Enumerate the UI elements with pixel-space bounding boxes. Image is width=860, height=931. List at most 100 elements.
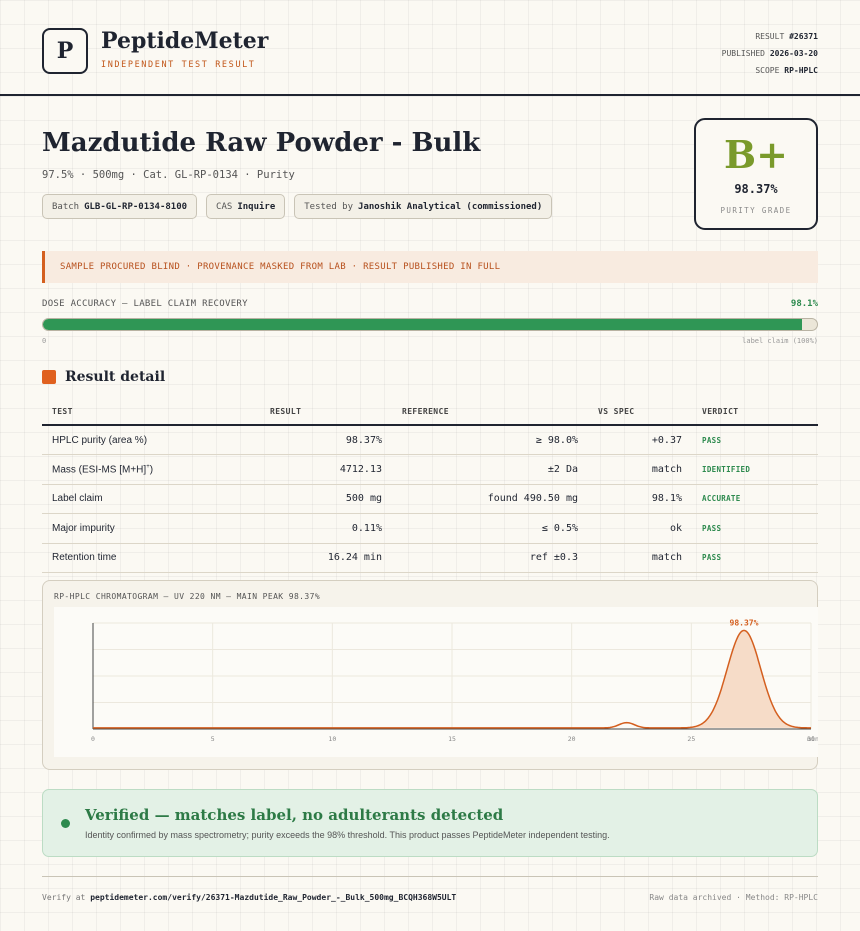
grade-letter: B+ [724,132,788,177]
test-vs-spec: match [588,543,692,573]
table-header-row: TEST RESULT REFERENCE VS SPEC VERDICT [42,398,818,426]
test-reference: ref ±0.3 [392,543,588,573]
test-reference: found 490.50 mg [392,484,588,514]
table-row: Major impurity 0.11% ≤ 0.5% ok PASS [42,513,818,544]
product-title: Mazdutide Raw Powder - Bulk [42,128,481,158]
chip-label: CAS [216,201,233,212]
chip-value: Janoshik Analytical (commissioned) [358,201,543,212]
test-reference: ≥ 98.0% [392,425,588,455]
test-result: 16.24 min [260,543,392,573]
result-number: #26371 [789,32,818,41]
provenance-banner: SAMPLE PROCURED BLIND · PROVENANCE MASKE… [42,251,818,283]
section-title: Result detail [65,369,166,385]
test-verdict: ACCURATE [692,484,818,514]
test-verdict: PASS [692,425,818,455]
test-result: 0.11% [260,513,392,544]
x-tick-label: 15 [448,735,456,743]
footer-method: Raw data archived · Method: RP-HPLC [649,893,818,902]
test-name: Retention time [42,543,260,573]
test-name-text: Mass (ESI-MS [M+H] [52,463,147,475]
chip-label: Batch [52,201,80,212]
test-vs-spec: match [588,454,692,485]
table-row: Retention time 16.24 min ref ±0.3 match … [42,543,818,573]
published-date: 2026-03-20 [769,49,818,58]
chart-title: RP-HPLC CHROMATOGRAM — UV 220 NM — MAIN … [54,592,321,601]
batch-chip: Batch GLB-GL-RP-0134-8100 [42,194,198,219]
x-tick-label: 30 [807,735,815,743]
chip-value: Inquire [237,201,276,212]
scope-label: SCOPE [755,66,780,75]
dose-accuracy-label: DOSE ACCURACY — LABEL CLAIM RECOVERY [42,299,248,309]
col-reference: REFERENCE [392,398,588,426]
col-verdict: VERDICT [692,398,818,426]
bar-max-label: label claim (100%) [742,337,818,345]
test-name: Mass (ESI-MS [M+H]+) [42,454,260,485]
peak-label: 98.37% [730,618,759,627]
verified-title: Verified — matches label, no adulterants… [85,806,504,824]
verify-link-text: Verify at peptidemeter.com/verify/26371-… [42,893,456,902]
test-reference: ±2 Da [392,454,588,485]
verified-description: Identity confirmed by mass spectrometry;… [85,830,610,840]
test-vs-spec: +0.37 [588,425,692,455]
test-verdict: IDENTIFIED [692,454,818,485]
chromatogram-card: RP-HPLC CHROMATOGRAM — UV 220 NM — MAIN … [42,580,818,770]
dose-accuracy-fill [43,319,803,330]
product-chips: Batch GLB-GL-RP-0134-8100 CAS Inquire Test… [42,194,553,219]
product-subtitle: 97.5% · 500mg · Cat. GL-RP-0134 · Purity [42,169,295,181]
col-test: TEST [42,398,260,426]
chip-label: Tested by [304,201,354,212]
test-name: Label claim [42,484,260,514]
x-tick-label: 25 [687,735,695,743]
result-meta: RESULT #26371 PUBLISHED 2026-03-20 SCOPE… [722,28,818,79]
dose-accuracy-value: 98.1% [790,299,818,309]
test-name: Major impurity [42,513,260,544]
bar-min-label: 0 [42,337,47,345]
brand-tagline: INDEPENDENT TEST RESULT [101,60,256,70]
scope-value: RP-HPLC [784,66,818,75]
x-tick-label: 10 [328,735,336,743]
footer-divider [42,876,818,877]
grade-percent: 98.37% [734,182,778,196]
test-vs-spec: ok [588,513,692,544]
table-row: HPLC purity (area %) 98.37% ≥ 98.0% +0.3… [42,425,818,455]
verify-url[interactable]: peptidemeter.com/verify/26371-Mazdutide_… [90,893,457,902]
test-reference: ≤ 0.5% [392,513,588,544]
published-label: PUBLISHED [721,49,765,58]
section-square-icon [42,370,56,384]
x-tick-label: min [807,735,818,743]
chip-value: GLB-GL-RP-0134-8100 [84,201,188,212]
table-row: Label claim 500 mg found 490.50 mg 98.1%… [42,484,818,514]
test-result: 4712.13 [260,454,392,485]
test-verdict: PASS [692,543,818,573]
col-vs-spec: VS SPEC [588,398,692,426]
page-header: P PeptideMeter INDEPENDENT TEST RESULT R… [0,0,860,96]
result-detail-heading: Result detail [42,369,165,385]
test-name-sup: + [146,463,150,470]
test-result: 500 mg [260,484,392,514]
brand-name: PeptideMeter [101,28,269,54]
test-result: 98.37% [260,425,392,455]
brand-logo: P [42,28,88,74]
grade-label: PURITY GRADE [720,206,792,215]
purity-grade-card: B+ 98.37% PURITY GRADE [694,118,818,230]
x-tick-label: 20 [568,735,576,743]
chromatogram-trace [93,629,811,729]
main-peak-fill [690,630,797,728]
results-table: TEST RESULT REFERENCE VS SPEC VERDICT HP… [42,398,818,573]
table-row: Mass (ESI-MS [M+H]+) 4712.13 ±2 Da match… [42,454,818,485]
dose-accuracy-bar [42,318,818,331]
test-verdict: PASS [692,513,818,544]
verify-prefix: Verify at [42,893,86,902]
verified-dot-icon [61,819,70,828]
col-result: RESULT [260,398,392,426]
verified-panel: Verified — matches label, no adulterants… [42,789,818,857]
tested-by-chip: Tested by Janoshik Analytical (commission… [294,194,553,219]
test-name: HPLC purity (area %) [42,425,260,455]
x-tick-label: 5 [211,735,215,743]
x-tick-label: 0 [91,735,95,743]
chromatogram-plot: 98.37% 0 5 10 15 20 25 30 min [54,607,818,757]
result-label: RESULT [755,32,785,41]
cas-chip: CAS Inquire [206,194,286,219]
test-name-tail: ) [149,463,154,475]
